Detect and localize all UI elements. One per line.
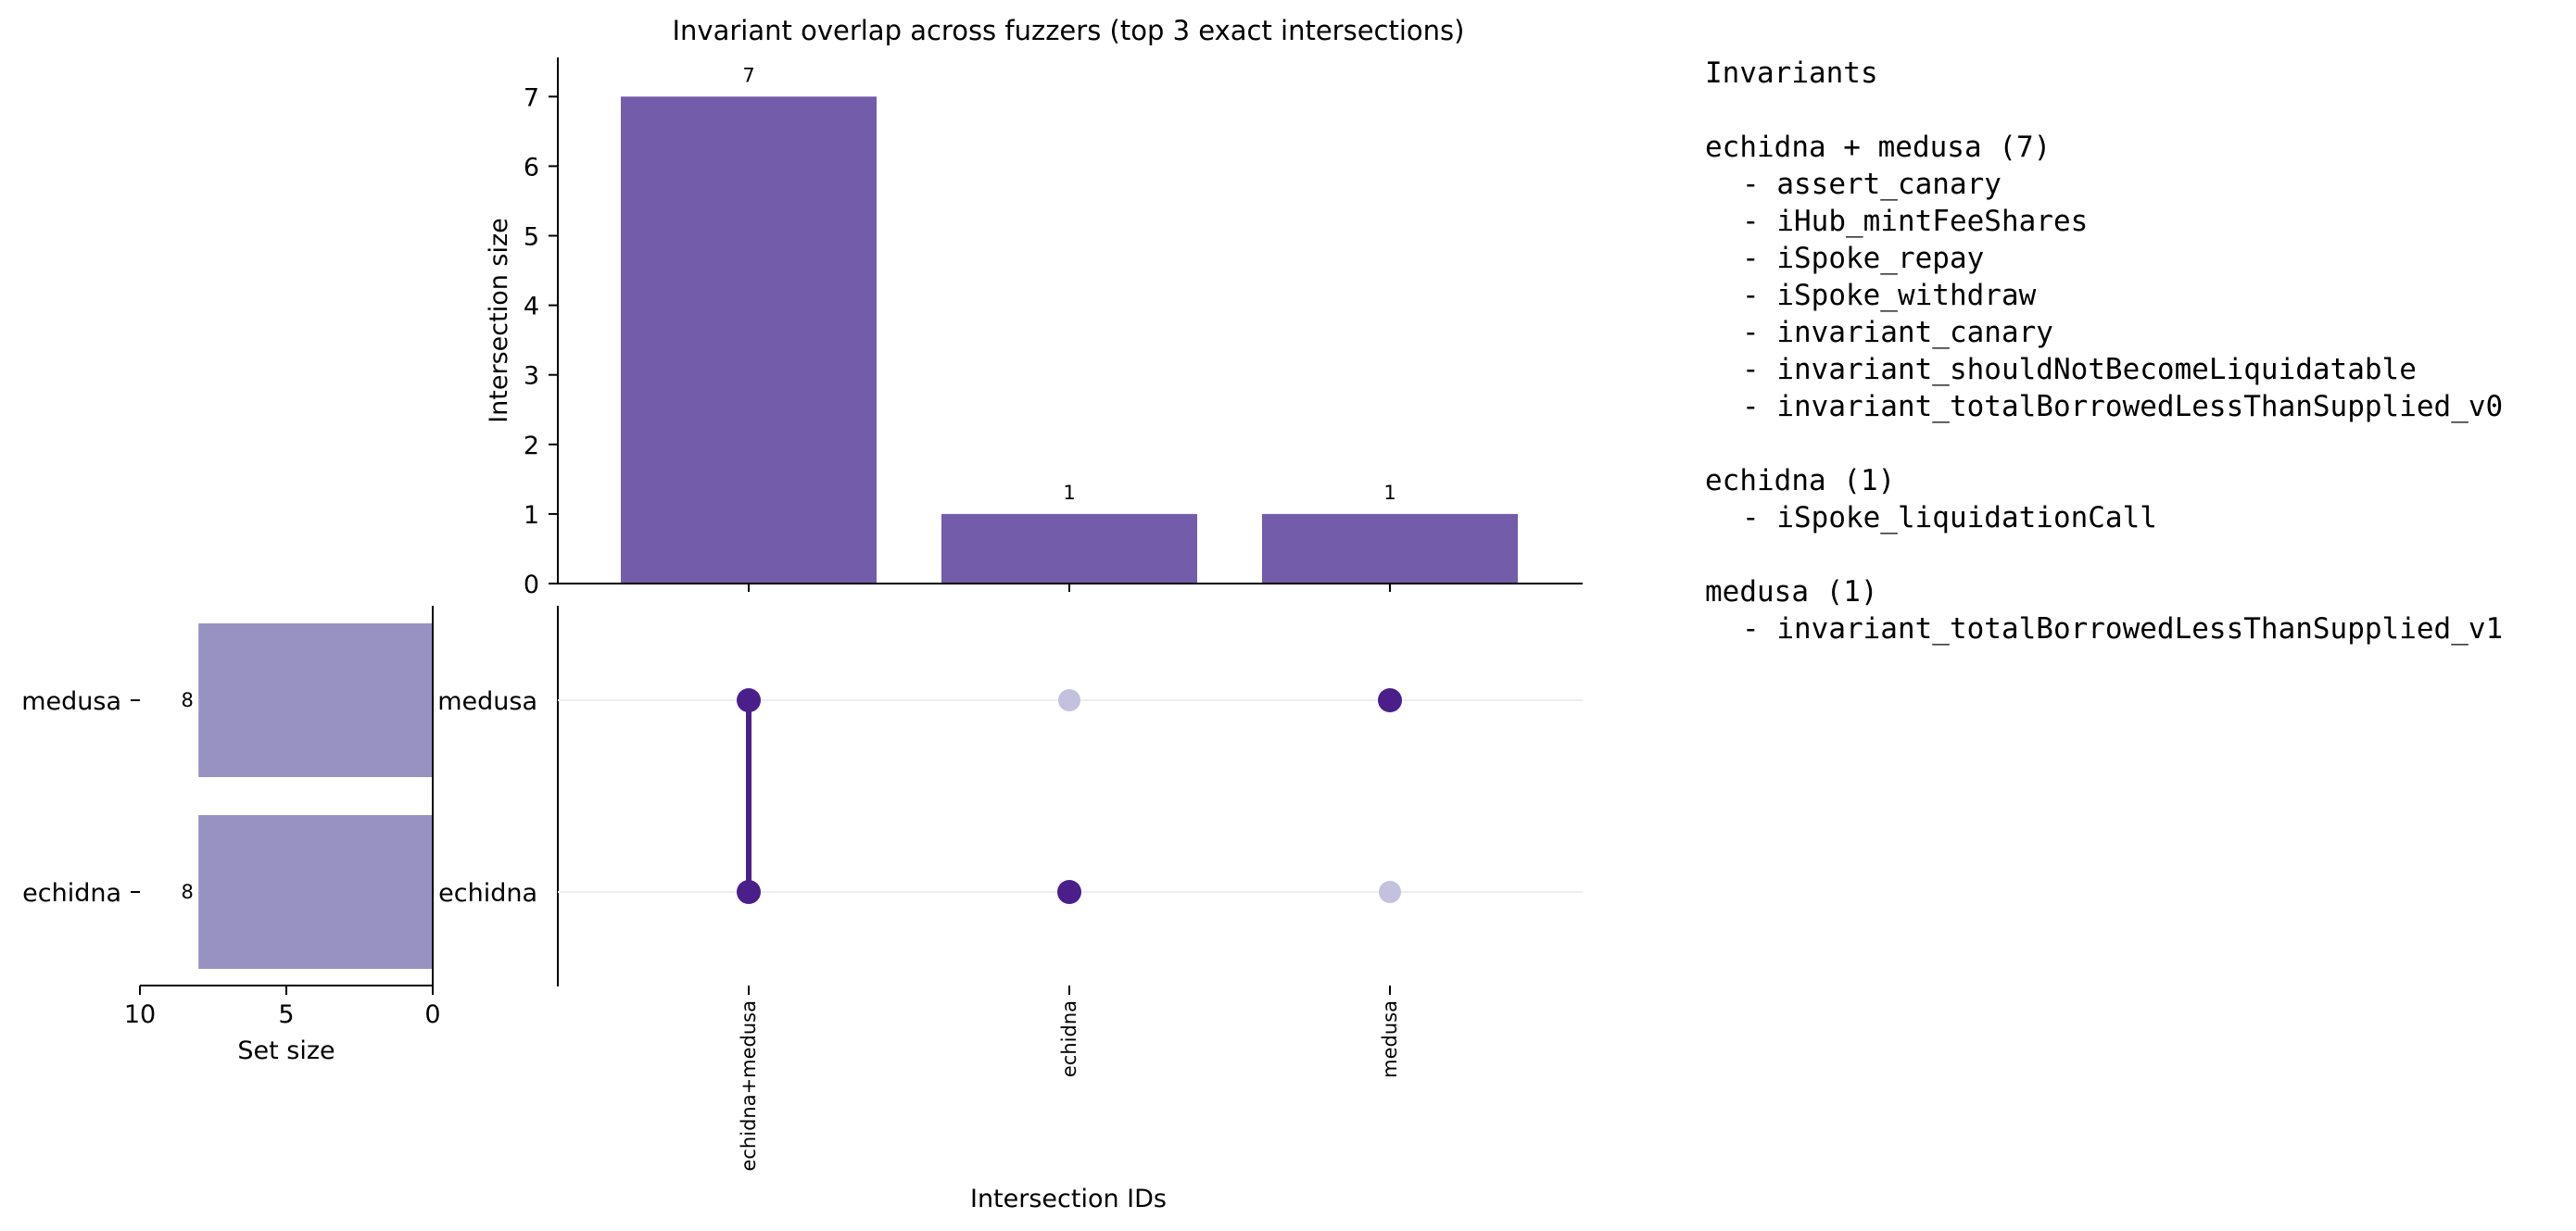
y-tick-label: 0 xyxy=(524,571,539,599)
y-tick-label: 2 xyxy=(524,432,539,460)
y-axis-label: Intersection size xyxy=(485,218,513,423)
invariant-item: - iSpoke_liquidationCall xyxy=(1742,501,2157,534)
intersection-bar-2 xyxy=(1262,513,1518,584)
invariant-item: - iHub_mintFeeShares xyxy=(1742,205,2088,238)
intersection-bar-value-label: 1 xyxy=(1383,482,1395,504)
set-size-panel: 8 8 10 5 0 medusa echidna Set size xyxy=(21,606,441,1065)
matrix-dot-active xyxy=(1378,688,1402,712)
invariant-item: - assert_canary xyxy=(1742,168,2001,201)
invariants-list-panel: Invariants echidna + medusa (7) - assert_c… xyxy=(1705,57,2503,646)
invariant-item: - iSpoke_repay xyxy=(1742,242,1984,275)
matrix-x-tick-label: medusa xyxy=(1379,1000,1401,1078)
set-y-tick-label: echidna xyxy=(22,879,121,908)
set-x-tick-label: 5 xyxy=(278,1000,294,1029)
invariant-item: - invariant_shouldNotBecomeLiquidatable xyxy=(1742,353,2417,386)
y-tick-label: 7 xyxy=(524,83,539,112)
matrix-dot-active xyxy=(737,880,761,904)
intersection-matrix-panel: medusa echidna echidna+medusa echidna medus… xyxy=(437,606,1583,1213)
chart-title: Invariant overlap across fuzzers (top 3 … xyxy=(673,15,1465,46)
intersection-bar-value-label: 1 xyxy=(1063,482,1075,504)
set-size-bar-medusa xyxy=(198,623,433,777)
set-x-tick-label: 0 xyxy=(424,1000,440,1029)
matrix-row-label: medusa xyxy=(437,687,537,716)
x-axis-label: Intersection IDs xyxy=(970,1185,1167,1213)
intersection-bar-panel: 7 1 1 0 1 2 3 4 5 6 7 Intersection size xyxy=(485,57,1583,599)
matrix-dot-inactive xyxy=(1058,689,1080,711)
set-size-bar-echidna xyxy=(198,815,433,969)
matrix-dot-active xyxy=(1057,880,1081,904)
matrix-x-tick-label: echidna+medusa xyxy=(738,1000,760,1172)
set-size-value-label: 8 xyxy=(182,881,194,903)
intersection-bar-value-label: 7 xyxy=(742,64,754,86)
y-tick-label: 1 xyxy=(524,501,539,530)
y-tick-label: 5 xyxy=(524,223,539,252)
set-size-value-label: 8 xyxy=(182,689,194,711)
y-tick-label: 3 xyxy=(524,362,539,391)
invariant-item: - iSpoke_withdraw xyxy=(1742,279,2037,312)
invariant-group-title: medusa (1) xyxy=(1705,575,1878,609)
set-size-axis-label: Set size xyxy=(237,1036,335,1065)
matrix-dot-active xyxy=(737,688,761,712)
y-tick-label: 6 xyxy=(524,153,539,182)
invariant-item: - invariant_canary xyxy=(1742,316,2053,349)
invariant-item: - invariant_totalBorrowedLessThanSupplie… xyxy=(1742,390,2503,423)
matrix-x-tick-label: echidna xyxy=(1058,1000,1080,1077)
set-x-tick-label: 10 xyxy=(124,1000,156,1029)
intersection-bar-0 xyxy=(621,96,877,584)
set-y-tick-label: medusa xyxy=(21,687,121,716)
matrix-dot-inactive xyxy=(1379,881,1401,903)
y-tick-label: 4 xyxy=(524,293,539,321)
intersection-bar-1 xyxy=(941,513,1197,584)
invariant-group-title: echidna + medusa (7) xyxy=(1705,131,2051,164)
matrix-row-label: echidna xyxy=(438,879,537,908)
invariants-header: Invariants xyxy=(1705,57,1878,90)
invariant-item: - invariant_totalBorrowedLessThanSupplie… xyxy=(1742,612,2503,646)
invariant-group-title: echidna (1) xyxy=(1705,464,1895,497)
